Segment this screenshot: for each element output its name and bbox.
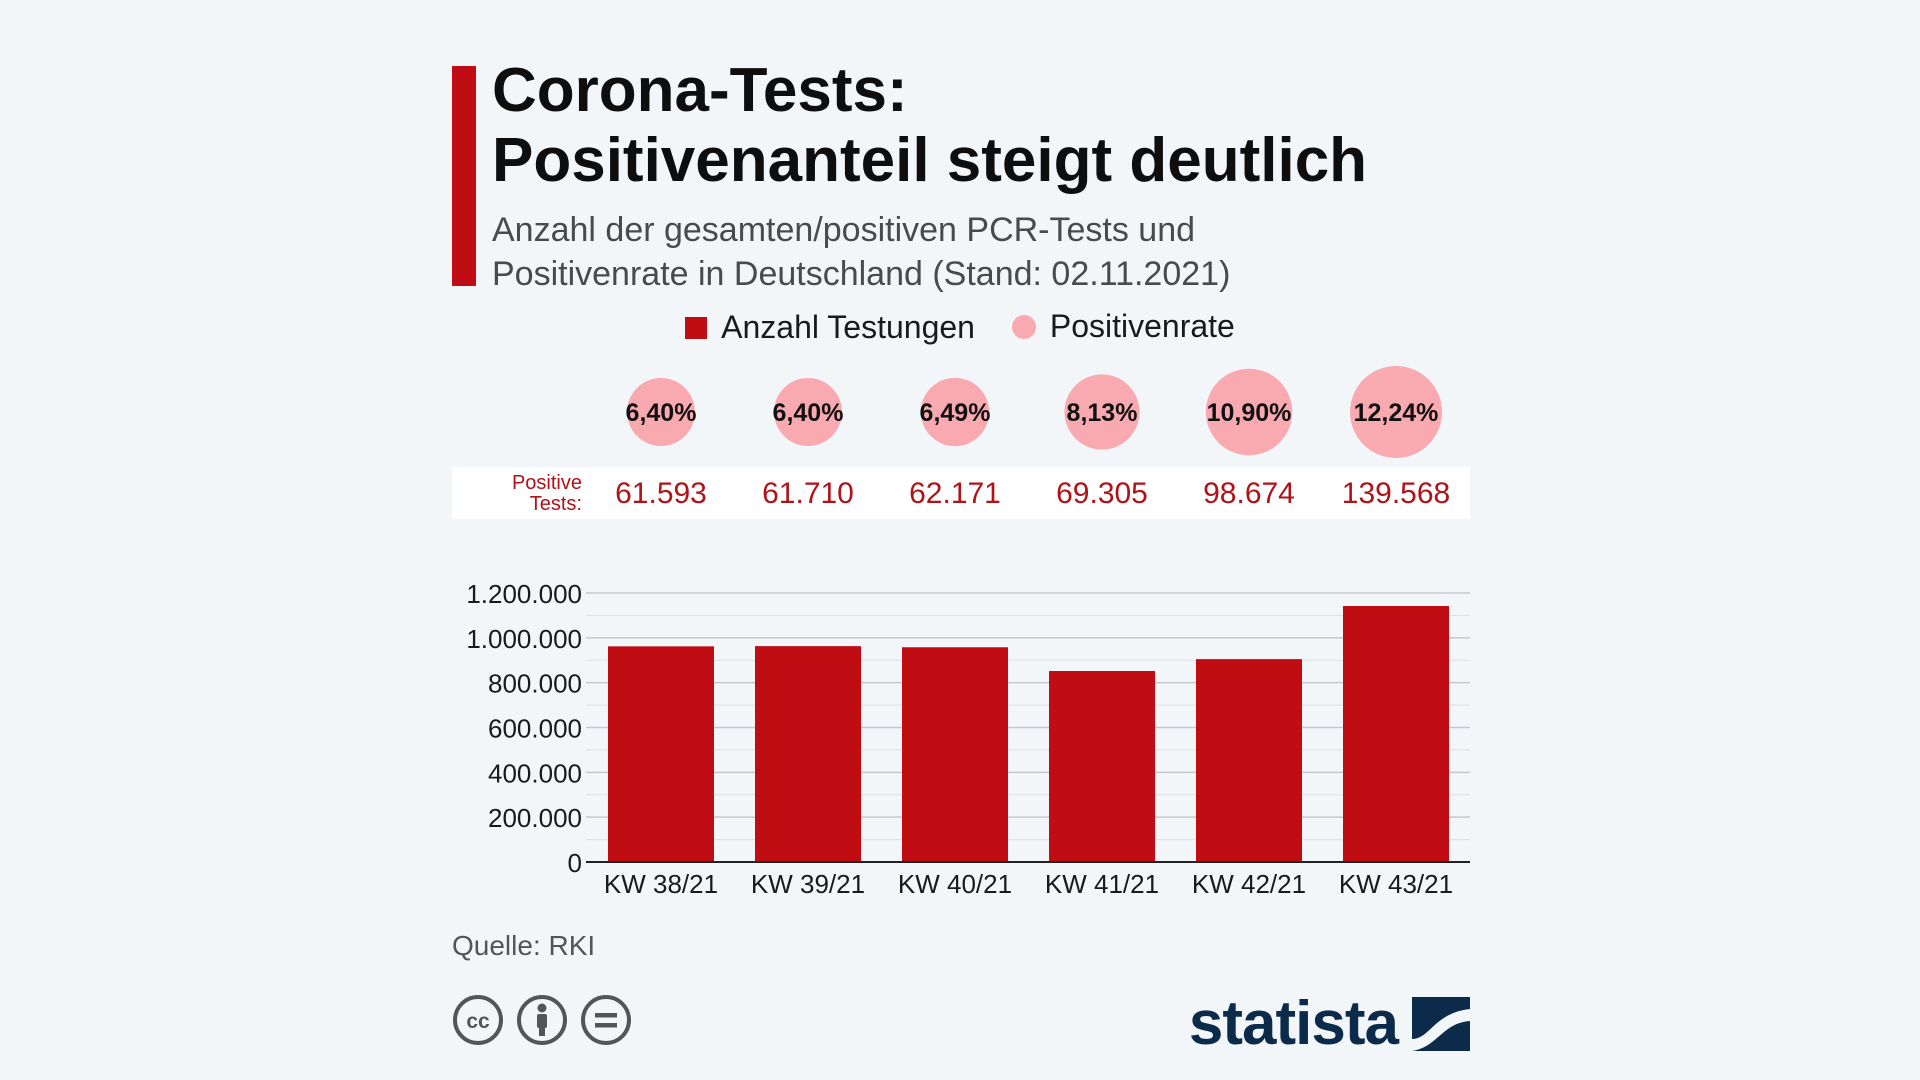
- positive-tests-label: Positive Tests:: [452, 473, 582, 515]
- x-tick-label: KW 42/21: [1192, 869, 1306, 899]
- legend-square-icon: [685, 316, 708, 339]
- y-tick-label: 800.000: [488, 669, 582, 699]
- positivenrate-label: 10,90%: [1207, 399, 1292, 427]
- y-tick-label: 200.000: [488, 803, 582, 833]
- positive-tests-value: 61.593: [615, 477, 707, 510]
- title-accent-bar: [452, 66, 476, 286]
- cc-icon: cc: [453, 995, 503, 1045]
- legend-item-rate: Positivenrate: [1011, 308, 1235, 345]
- positivenrate-bubble: [627, 378, 695, 446]
- positive-tests-value: 61.710: [762, 477, 854, 510]
- no-derivatives-icon: [581, 995, 631, 1045]
- brand-wordmark: statista: [1188, 989, 1399, 1058]
- positivenrate-bubble: [1350, 366, 1442, 458]
- x-tick-label: KW 41/21: [1045, 869, 1159, 899]
- y-tick-label: 600.000: [488, 714, 582, 744]
- bar-3: [902, 647, 1008, 862]
- infographic-card: Corona-Tests: Positivenanteil steigt deu…: [450, 50, 1470, 1058]
- bar-chart: 0 200.000 400.000 600.000 800.000 1.000.000 1.…: [466, 366, 1470, 899]
- by-attribution-icon: [517, 995, 567, 1045]
- title-line-2: Positivenanteil steigt deutlich: [492, 126, 1368, 195]
- bar-1: [608, 646, 714, 862]
- positive-tests-row: Positive Tests:: [452, 467, 1470, 519]
- legend-label-rate: Positivenrate: [1049, 308, 1235, 344]
- x-tick-label: KW 40/21: [898, 869, 1012, 899]
- legend-label-tests: Anzahl Testungen: [721, 309, 975, 345]
- legend: Anzahl Testungen Positivenrate: [450, 308, 1470, 347]
- x-tick-label: KW 38/21: [604, 869, 718, 899]
- bar-4: [1049, 671, 1155, 862]
- positivenrate-label: 8,13%: [1067, 399, 1138, 427]
- svg-text:cc: cc: [466, 1010, 490, 1033]
- chart-subtitle: Anzahl der gesamten/positiven PCR-Tests …: [492, 208, 1230, 296]
- statista-logo: statista: [1189, 988, 1470, 1059]
- positivenrate-label: 6,40%: [626, 399, 697, 427]
- legend-circle-icon: [1011, 314, 1036, 339]
- positivenrate-bubble: [1205, 368, 1293, 456]
- subtitle-line-1: Anzahl der gesamten/positiven PCR-Tests …: [492, 211, 1196, 249]
- positivenrate-bubble: [920, 377, 990, 447]
- bar-2: [755, 646, 861, 862]
- positive-tests-value: 62.171: [909, 477, 1001, 510]
- bar-5: [1196, 659, 1302, 862]
- positive-tests-value: 139.568: [1342, 477, 1450, 510]
- positive-tests-value: 98.674: [1203, 477, 1295, 510]
- chart-title: Corona-Tests: Positivenanteil steigt deu…: [492, 56, 1367, 196]
- x-tick-label: KW 43/21: [1339, 869, 1453, 899]
- positivenrate-bubble: [1064, 374, 1140, 450]
- statista-mark-icon: [1412, 996, 1470, 1051]
- positive-tests-value: 69.305: [1056, 477, 1148, 510]
- x-tick-label: KW 39/21: [751, 869, 865, 899]
- positive-label-line-2: Tests:: [529, 493, 582, 515]
- bar-6: [1343, 606, 1449, 862]
- positivenrate-label: 12,24%: [1354, 399, 1439, 427]
- title-line-1: Corona-Tests:: [492, 56, 908, 125]
- y-tick-label: 400.000: [488, 758, 582, 788]
- y-tick-label: 1.200.000: [466, 579, 582, 609]
- subtitle-line-2: Positivenrate in Deutschland (Stand: 02.…: [492, 255, 1231, 293]
- positive-label-line-1: Positive: [511, 472, 582, 494]
- license-icons: cc: [452, 994, 632, 1046]
- positivenrate-label: 6,49%: [920, 399, 991, 427]
- y-tick-label: 1.000.000: [466, 624, 582, 654]
- y-tick-label: 0: [568, 848, 582, 878]
- source-note: Quelle: RKI: [452, 930, 596, 961]
- positivenrate-label: 6,40%: [773, 399, 844, 427]
- positivenrate-bubble: [774, 378, 842, 446]
- legend-item-tests: Anzahl Testungen: [685, 309, 975, 346]
